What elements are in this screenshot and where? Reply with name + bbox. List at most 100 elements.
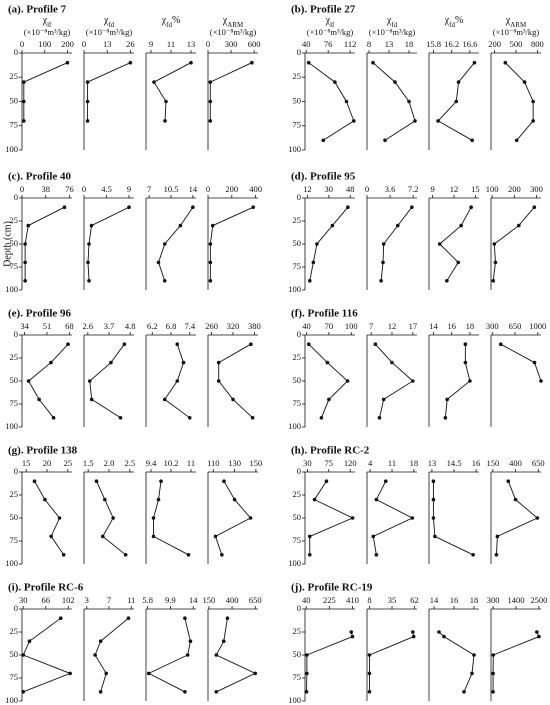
x-axis-label-part: fd [391,21,397,29]
data-point [208,99,213,104]
data-point [307,553,312,557]
y-tick-label: 75 [293,535,302,545]
data-point [305,671,309,676]
x-axis-label: χARM [505,15,527,28]
x-tick-label: 260 [205,321,218,331]
x-tick-label: 300 [486,321,499,331]
x-tick-label: 30 [19,595,28,605]
y-tick-label: 25 [10,71,19,81]
data-point [23,279,27,283]
data-point [62,205,67,209]
y-tick-label: 75 [10,120,19,130]
data-point [156,260,161,265]
x-tick-label: 200 [225,184,238,194]
data-point [407,99,411,104]
data-point [186,553,191,557]
x-tick-label: 9.9 [165,595,176,605]
data-point [208,242,213,246]
x-tick-label: 0 [365,184,369,194]
x-tick-label: 200 [61,39,74,49]
x-tick-label: 2.0 [104,458,115,468]
x-tick-label: 3.6 [385,184,396,194]
x-tick-label: 4 [368,458,373,468]
data-point [470,138,474,143]
x-tick-label: 26 [126,39,135,49]
x-tick-label: 13 [103,39,112,49]
data-point [498,342,503,347]
x-tick-label: 68 [65,321,74,331]
x-tick-label: 150 [486,458,499,468]
data-point [122,342,127,347]
y-tick-label: 50 [10,512,19,522]
x-tick-label: 51 [43,321,52,331]
x-tick-label: 2.5 [125,458,136,468]
data-point [93,653,97,657]
data-point [377,416,382,420]
data-point [459,223,463,228]
data-point [350,516,355,520]
data-point [491,653,496,657]
panel-title: (d). Profile 95 [291,171,356,183]
data-point [22,119,26,123]
profile-line [22,617,72,693]
x-tick-label: 11 [187,458,195,468]
x-tick-label: 7.2 [408,184,419,194]
x-axis-unit: (×10⁻⁸m³/kg) [24,27,71,37]
data-point [26,379,31,383]
profile-line [96,481,126,556]
y-tick-label: 100 [288,284,301,294]
data-point [231,397,235,402]
x-axis-label: χARM [222,15,244,28]
y-tick-label: 25 [10,352,19,362]
data-point [516,223,521,228]
data-point [66,342,70,347]
x-tick-label: 16 [450,595,459,605]
data-point [305,653,309,657]
data-point [463,342,468,347]
data-point [493,260,498,265]
profile-line [215,618,257,693]
data-point [164,99,168,104]
data-point [220,553,224,557]
x-tick-label: 66 [42,595,51,605]
x-tick-label: 0 [20,39,24,49]
y-tick-label: 0 [297,47,301,57]
x-tick-label: 0 [82,184,86,194]
x-tick-label: 650 [532,458,545,468]
data-point [98,690,103,694]
y-tick-label: 25 [293,489,302,499]
x-tick-label: 9 [127,184,131,194]
data-point [251,205,256,209]
profile-line [218,343,253,419]
x-tick-label: 0 [206,39,210,49]
x-tick-label: 18 [466,321,475,331]
y-tick-label: 50 [293,649,302,659]
x-tick-label: 70 [325,321,334,331]
data-point [89,397,94,402]
data-point [531,119,535,123]
data-point [345,379,350,383]
data-point [383,138,387,143]
y-tick-label: 0 [14,603,18,613]
y-tick-label: 50 [293,375,302,385]
data-point [350,634,355,639]
x-axis-label-part: χ [161,15,167,26]
x-tick-label: 30 [325,184,334,194]
y-tick-label: 25 [10,489,19,499]
x-axis-label-part: ARM [510,21,527,29]
x-axis-unit: (×10⁻⁸m³/kg) [493,27,540,37]
x-tick-label: 25 [64,458,73,468]
data-point [151,534,156,539]
x-tick-label: 15 [471,184,480,194]
x-tick-label: 225 [323,595,336,605]
x-tick-label: 400 [249,184,262,194]
x-tick-label: 40 [302,595,311,605]
data-point [27,639,32,643]
data-point [395,223,400,228]
y-tick-label: 100 [5,421,18,431]
data-point [175,342,180,347]
data-point [183,616,187,620]
profile-line [23,62,68,121]
data-point [471,553,475,557]
data-point [221,639,226,643]
